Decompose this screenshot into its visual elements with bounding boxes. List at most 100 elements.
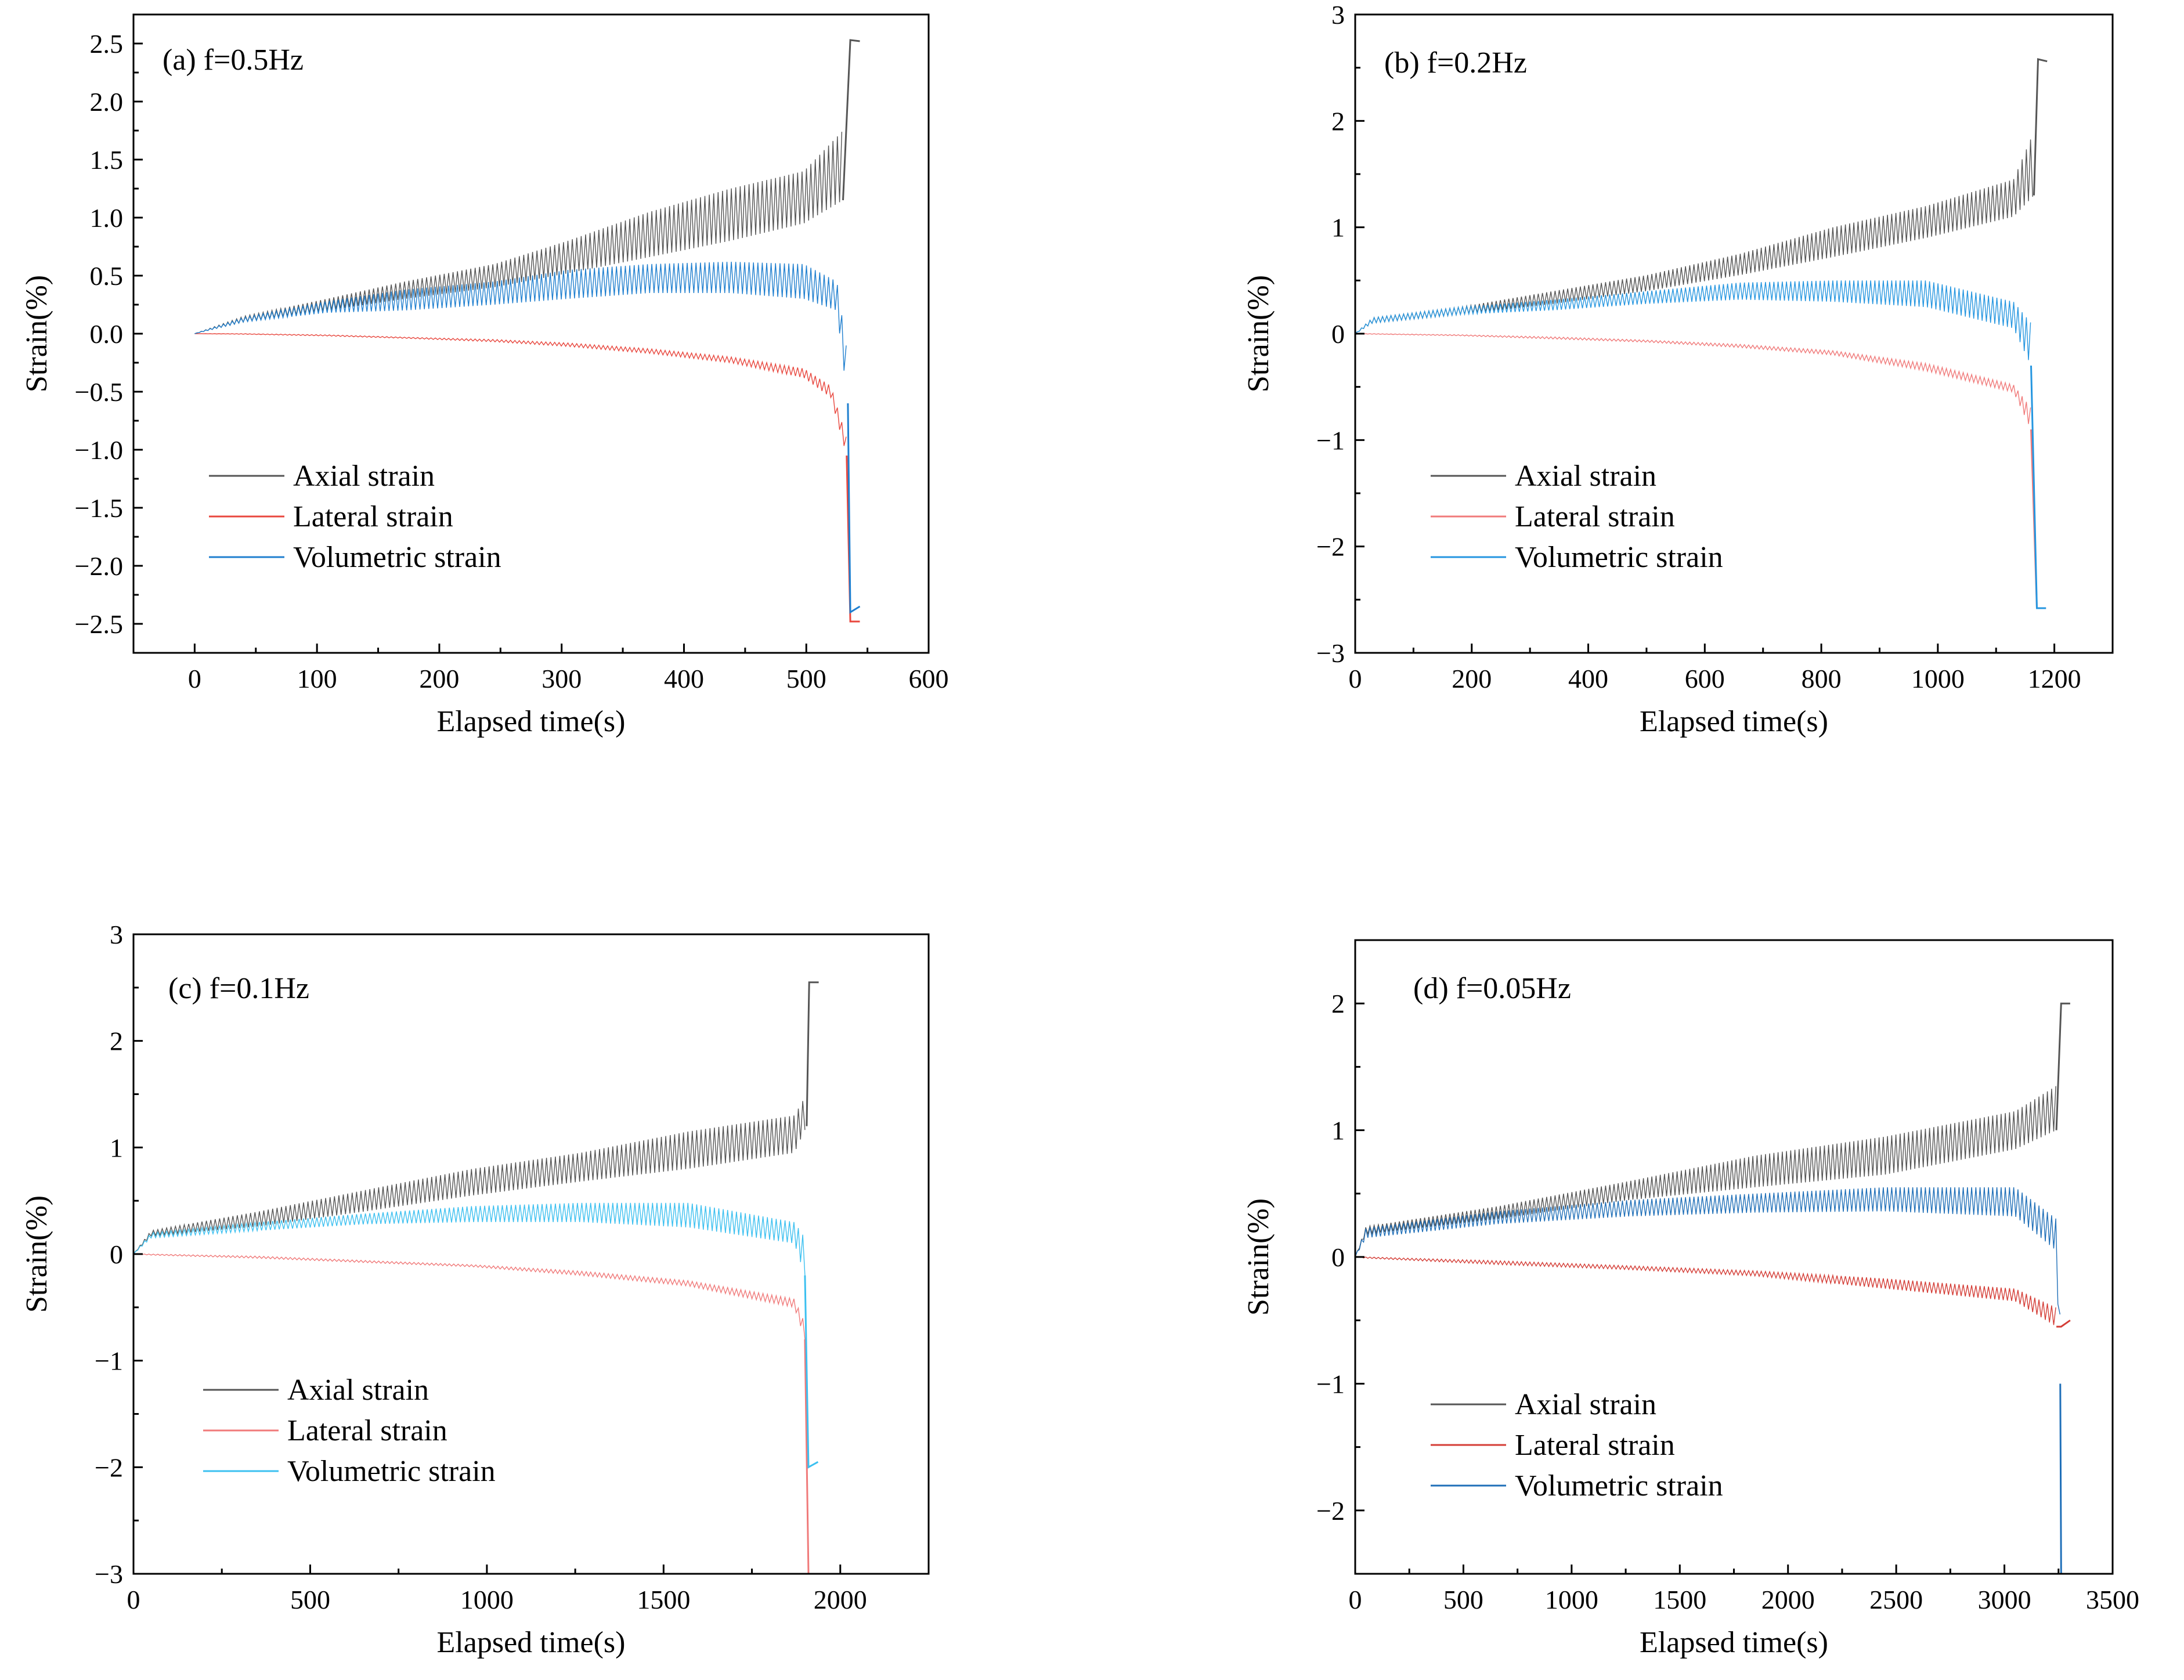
panel-title: (a) f=0.5Hz <box>163 44 304 77</box>
x-tick-label: 2000 <box>1761 1585 1815 1614</box>
y-tick-label: 0.0 <box>90 319 124 349</box>
x-tick-label: 400 <box>1568 664 1608 693</box>
y-tick-label: 1 <box>1331 213 1345 243</box>
series-axial-strain <box>194 39 860 334</box>
y-tick-label: −1.0 <box>75 435 123 465</box>
y-tick-label: 2 <box>1331 106 1345 136</box>
y-tick-label: 1.0 <box>90 203 124 233</box>
y-tick-label: 2 <box>110 1027 123 1056</box>
y-tick-label: −2 <box>1316 532 1345 562</box>
chart-panel-a: 0 100 200 300 400 500 600 −2.5 −2.0 −1.5 −1.0 −0.5 0… <box>0 0 1091 812</box>
x-tick-label: 500 <box>290 1585 330 1614</box>
x-tick-label: 300 <box>542 664 582 693</box>
x-tick-label: 1000 <box>1911 664 1965 693</box>
y-tick-label: −1 <box>95 1346 123 1376</box>
y-tick-label: −1 <box>1316 425 1345 455</box>
y-tick-label: −3 <box>95 1559 123 1589</box>
x-tick-label: 1500 <box>1653 1585 1706 1614</box>
legend-label-axial-strain: Axial strain <box>1515 460 1656 493</box>
legend-label-axial-strain: Axial strain <box>287 1374 429 1407</box>
series-failure-lateral-strain <box>2056 1319 2071 1328</box>
x-tick-label: 1500 <box>637 1585 690 1614</box>
y-tick-label: −0.5 <box>75 377 123 407</box>
x-tick-label: 400 <box>664 664 704 693</box>
series-volumetric-strain <box>194 261 861 614</box>
series-failure-axial-strain <box>2033 58 2048 196</box>
y-tick-label: −2 <box>1316 1496 1345 1526</box>
series-failure-volumetric-strain <box>804 1275 819 1469</box>
x-tick-label: 0 <box>1349 1585 1362 1614</box>
y-tick-label: 1.5 <box>90 145 124 175</box>
x-tick-label: 0 <box>188 664 201 693</box>
x-tick-label: 600 <box>1685 664 1725 693</box>
panel-title: (b) f=0.2Hz <box>1384 46 1527 80</box>
legend-label-lateral-strain: Lateral strain <box>1515 500 1675 533</box>
x-axis-label: Elapsed time(s) <box>437 1626 626 1659</box>
legend-label-volumetric-strain: Volumetric strain <box>293 541 501 574</box>
x-tick-label: 1000 <box>460 1585 514 1614</box>
y-tick-label: −2.5 <box>75 609 123 639</box>
x-tick-label: 200 <box>1452 664 1492 693</box>
legend: Axial strain Lateral strain Volumetric str… <box>209 460 501 574</box>
x-tick-label: 500 <box>1443 1585 1483 1614</box>
y-tick-label: 0 <box>110 1240 123 1269</box>
legend: Axial strain Lateral strain Volumetric str… <box>1431 460 1723 574</box>
series-failure-axial-strain <box>842 39 860 201</box>
series-failure-axial-strain <box>806 981 819 1126</box>
series-lateral-strain <box>1355 1256 2071 1328</box>
y-axis-label: Strain(%) <box>20 275 53 392</box>
x-axis-label: Elapsed time(s) <box>1640 1626 1828 1659</box>
x-tick-label: 3500 <box>2086 1585 2139 1614</box>
series-band-volumetric-strain <box>1355 280 2031 360</box>
y-tick-label: −2 <box>95 1453 123 1482</box>
y-tick-label: −3 <box>1316 638 1345 668</box>
y-tick-label: 3 <box>110 920 123 949</box>
y-tick-label: 0 <box>1331 1242 1345 1272</box>
series-band-volumetric-strain <box>1355 1187 2061 1315</box>
series-band-volumetric-strain <box>194 261 847 371</box>
series-lateral-strain <box>194 333 860 623</box>
chart-panel-d: 0 500 1000 1500 2000 2500 3000 3500 −2 −1 0 1 2 Elaps… <box>1091 841 2184 1680</box>
x-axis-label: Elapsed time(s) <box>1640 705 1828 738</box>
legend-label-volumetric-strain: Volumetric strain <box>1515 1469 1723 1502</box>
legend-label-axial-strain: Axial strain <box>1515 1388 1656 1421</box>
legend-label-volumetric-strain: Volumetric strain <box>1515 541 1723 574</box>
legend: Axial strain Lateral strain Volumetric str… <box>1431 1388 1723 1502</box>
y-tick-label: 0 <box>1331 319 1345 349</box>
series-failure-axial-strain <box>2055 1002 2070 1130</box>
panel-title: (c) f=0.1Hz <box>168 972 309 1005</box>
y-tick-label: 3 <box>1331 0 1345 30</box>
series-band-axial-strain <box>1355 1086 2056 1258</box>
series-band-lateral-strain <box>1355 1256 2056 1325</box>
chart-b-svg: 0 200 400 600 800 1000 1200 −3 −2 −1 0 1 2 3 Elapsed t… <box>1242 0 2114 738</box>
legend-label-axial-strain: Axial strain <box>293 460 435 493</box>
x-tick-label: 0 <box>127 1585 140 1614</box>
series-band-axial-strain <box>133 1101 806 1255</box>
legend: Axial strain Lateral strain Volumetric str… <box>203 1374 496 1488</box>
x-tick-label: 2000 <box>814 1585 867 1614</box>
x-axis-label: Elapsed time(s) <box>437 705 626 738</box>
x-tick-label: 100 <box>297 664 337 693</box>
x-tick-label: 2500 <box>1869 1585 1923 1614</box>
x-tick-label: 600 <box>909 664 949 693</box>
series-band-lateral-strain <box>194 333 847 446</box>
plot-frame <box>132 933 930 1575</box>
legend-label-lateral-strain: Lateral strain <box>287 1414 447 1447</box>
y-tick-label: 2.0 <box>90 87 124 117</box>
series-axial-strain <box>133 981 819 1255</box>
series-lateral-strain <box>133 1253 818 1575</box>
chart-panel-b: 0 200 400 600 800 1000 1200 −3 −2 −1 0 1 2 3 Elapsed t… <box>1091 0 2184 812</box>
legend-label-volumetric-strain: Volumetric strain <box>287 1455 496 1488</box>
chart-d-svg: 0 500 1000 1500 2000 2500 3000 3500 −2 −1 0 1 2 Elaps… <box>1242 939 2139 1659</box>
y-axis-label: Strain(%) <box>1242 1198 1275 1316</box>
series-volumetric-strain <box>133 1202 819 1469</box>
y-axis-label: Strain(%) <box>20 1195 53 1313</box>
series-failure-volumetric-strain <box>2059 1383 2070 1575</box>
y-tick-label: −1.5 <box>75 493 123 523</box>
series-failure-lateral-strain <box>846 455 860 623</box>
y-tick-label: −2.0 <box>75 551 123 581</box>
series-band-axial-strain <box>194 132 843 334</box>
series-band-lateral-strain <box>1355 333 2031 424</box>
x-tick-label: 500 <box>786 664 826 693</box>
y-tick-label: 0.5 <box>90 261 124 291</box>
